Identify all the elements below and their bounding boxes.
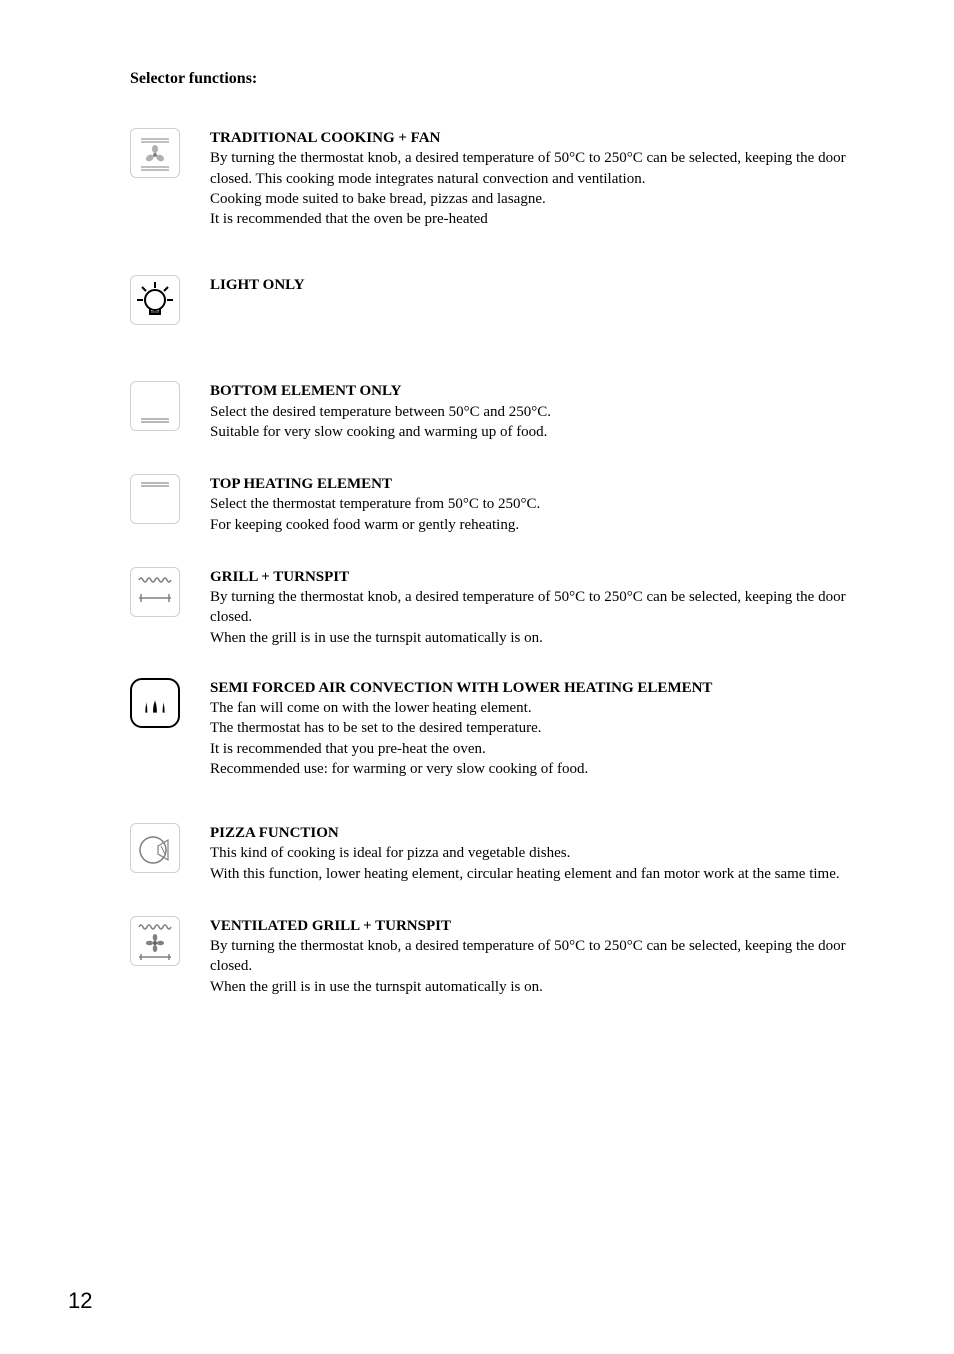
- function-body: TRADITIONAL COOKING + FAN By turning the …: [210, 128, 854, 229]
- function-body: LIGHT ONLY: [210, 275, 854, 295]
- function-text-line: The thermostat has to be set to the desi…: [210, 720, 542, 736]
- function-body: GRILL + TURNSPIT By turning the thermosta…: [210, 567, 854, 648]
- function-title: VENTILATED GRILL + TURNSPIT: [210, 918, 451, 934]
- bottom-line-icon: [130, 381, 180, 431]
- function-item: TRADITIONAL COOKING + FAN By turning the …: [130, 128, 854, 229]
- function-text-line: By turning the thermostat knob, a desire…: [210, 150, 846, 186]
- function-text-line: Select the desired temperature between 5…: [210, 404, 551, 420]
- function-item: VENTILATED GRILL + TURNSPIT By turning th…: [130, 916, 854, 997]
- function-text-line: This kind of cooking is ideal for pizza …: [210, 845, 570, 861]
- light-bulb-icon: [130, 275, 180, 325]
- vent-grill-turnspit-icon: [130, 916, 180, 966]
- function-text-line: Recommended use: for warming or very slo…: [210, 761, 588, 777]
- function-list: TRADITIONAL COOKING + FAN By turning the …: [130, 128, 854, 997]
- function-text-line: Suitable for very slow cooking and warmi…: [210, 424, 547, 440]
- function-item: PIZZA FUNCTION This kind of cooking is id…: [130, 823, 854, 884]
- function-text-line: By turning the thermostat knob, a desire…: [210, 589, 846, 625]
- function-text-line: It is recommended that you pre-heat the …: [210, 741, 486, 757]
- function-text-line: By turning the thermostat knob, a desire…: [210, 938, 846, 974]
- pizza-icon: [130, 823, 180, 873]
- function-text-line: When the grill is in use the turnspit au…: [210, 979, 543, 995]
- semi-forced-icon: [130, 678, 180, 728]
- function-title: TRADITIONAL COOKING + FAN: [210, 130, 440, 146]
- page-number: 12: [68, 1288, 92, 1314]
- function-body: SEMI FORCED AIR CONVECTION WITH LOWER HE…: [210, 678, 854, 779]
- function-body: BOTTOM ELEMENT ONLY Select the desired te…: [210, 381, 854, 442]
- function-item: LIGHT ONLY: [130, 275, 854, 325]
- function-item: SEMI FORCED AIR CONVECTION WITH LOWER HE…: [130, 678, 854, 779]
- function-title: LIGHT ONLY: [210, 277, 305, 293]
- function-text-line: Select the thermostat temperature from 5…: [210, 496, 540, 512]
- grill-turnspit-icon: [130, 567, 180, 617]
- function-body: VENTILATED GRILL + TURNSPIT By turning th…: [210, 916, 854, 997]
- function-body: PIZZA FUNCTION This kind of cooking is id…: [210, 823, 854, 884]
- function-body: TOP HEATING ELEMENT Select the thermostat…: [210, 474, 854, 535]
- function-text-line: With this function, lower heating elemen…: [210, 866, 840, 882]
- document-page: Selector functions: TRADITIONAL COOKING …: [0, 0, 954, 1354]
- function-title: SEMI FORCED AIR CONVECTION WITH LOWER HE…: [210, 680, 712, 696]
- function-text-line: When the grill is in use the turnspit au…: [210, 630, 543, 646]
- function-title: BOTTOM ELEMENT ONLY: [210, 383, 401, 399]
- function-title: GRILL + TURNSPIT: [210, 569, 349, 585]
- function-item: GRILL + TURNSPIT By turning the thermosta…: [130, 567, 854, 648]
- function-text-line: It is recommended that the oven be pre-h…: [210, 211, 488, 227]
- top-line-icon: [130, 474, 180, 524]
- function-title: PIZZA FUNCTION: [210, 825, 339, 841]
- function-text-line: The fan will come on with the lower heat…: [210, 700, 532, 716]
- function-text-line: For keeping cooked food warm or gently r…: [210, 517, 519, 533]
- function-item: BOTTOM ELEMENT ONLY Select the desired te…: [130, 381, 854, 442]
- function-text-line: Cooking mode suited to bake bread, pizza…: [210, 191, 546, 207]
- function-item: TOP HEATING ELEMENT Select the thermostat…: [130, 474, 854, 535]
- page-title: Selector functions:: [130, 70, 854, 88]
- fan-lines-icon: [130, 128, 180, 178]
- function-title: TOP HEATING ELEMENT: [210, 476, 392, 492]
